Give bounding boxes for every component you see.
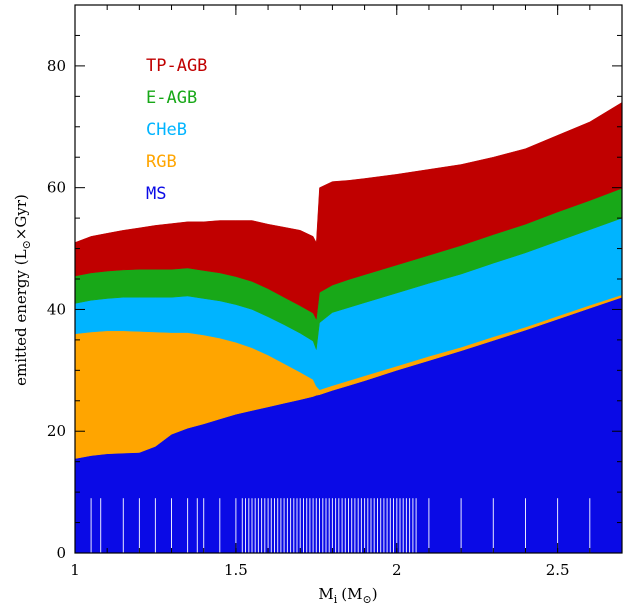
legend-entry-rgb: RGB xyxy=(146,152,177,172)
y-ticks: 0 20 40 60 80 xyxy=(47,34,622,562)
x-ticks: 1 1.5 2 2.5 xyxy=(70,5,591,579)
stacked-areas xyxy=(74,101,623,554)
y-axis-subscript: ⊙ xyxy=(20,240,33,249)
x-tick-label: 1.5 xyxy=(224,561,248,579)
y-axis-tail: ×Gyr) xyxy=(12,194,30,240)
y-tick-label: 0 xyxy=(56,544,66,562)
x-axis-symbol: M xyxy=(318,585,333,603)
y-tick-label: 80 xyxy=(47,57,66,75)
mass-rug-marks xyxy=(90,498,591,553)
legend-entry-ms: MS xyxy=(146,184,166,204)
x-axis-subscript: i xyxy=(334,593,338,606)
legend-entry-cheb: CHeB xyxy=(146,120,187,140)
y-tick-label: 40 xyxy=(47,300,66,318)
legend-entry-e-agb: E-AGB xyxy=(146,88,197,108)
x-axis-title: Mi (M⊙) xyxy=(318,585,377,606)
y-axis-title: emitted energy (L⊙×Gyr) xyxy=(12,194,33,386)
legend: TP-AGB E-AGB CHeB RGB MS xyxy=(146,56,207,204)
y-axis-label: emitted energy (L xyxy=(12,249,30,385)
x-tick-label: 2.5 xyxy=(546,561,570,579)
x-axis-unit-subscript: ⊙ xyxy=(363,593,372,606)
x-tick-label: 1 xyxy=(70,561,80,579)
y-tick-label: 20 xyxy=(47,422,66,440)
y-tick-label: 60 xyxy=(47,179,66,197)
x-axis-unit: (M xyxy=(341,585,362,603)
x-tick-label: 2 xyxy=(392,561,402,579)
legend-entry-tp-agb: TP-AGB xyxy=(146,56,207,76)
x-axis-close: ) xyxy=(372,585,378,603)
